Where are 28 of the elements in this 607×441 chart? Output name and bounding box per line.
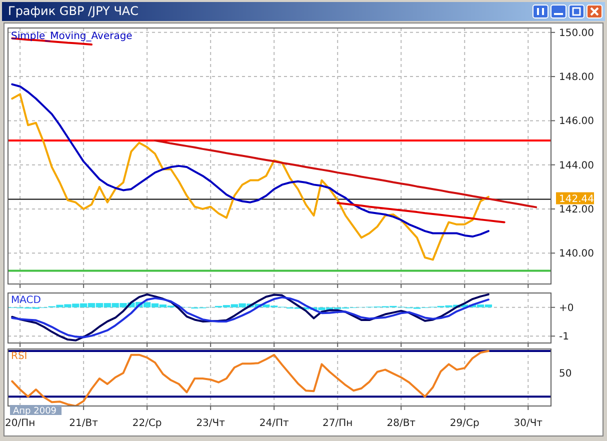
x-tick-label: 28/Вт xyxy=(386,418,416,429)
line-series xyxy=(336,202,506,224)
y-tick-label: 140.00 xyxy=(559,248,594,260)
ref-line-label: 142.44 xyxy=(559,194,594,205)
x-tick-label: 22/Ср xyxy=(132,418,162,429)
x-tick-label: 30/Чт xyxy=(514,418,543,429)
x-tick-label: 27/Пн xyxy=(322,418,353,429)
x-tick-label: 21/Вт xyxy=(69,418,98,429)
y-tick-label: 148.00 xyxy=(559,72,594,84)
text: 50 xyxy=(559,368,572,380)
x-tick-label: 20/Пн xyxy=(4,418,36,429)
text: Апр 2009 xyxy=(13,406,57,416)
line-series xyxy=(11,83,490,238)
chart-title: RSI xyxy=(11,351,28,362)
chart-title: MACD xyxy=(11,295,42,306)
x-tick-label: 23/Чт xyxy=(196,418,226,429)
y-tick-label: -1 xyxy=(559,332,569,343)
x-tick-label: 29/Ср xyxy=(450,418,480,429)
line-series xyxy=(11,93,490,261)
y-tick-label: 144.00 xyxy=(559,160,594,172)
y-tick-label: 146.00 xyxy=(559,116,594,128)
chart-title: График GBP /JPY ЧАС xyxy=(8,4,139,18)
x-tick-label: 24/Пт xyxy=(259,418,289,429)
y-tick-label: 142.00 xyxy=(559,204,594,216)
line-series xyxy=(154,140,538,208)
y-tick-label: +0 xyxy=(559,302,574,314)
y-tick-label: 150.00 xyxy=(559,28,594,39)
text: Simple_Moving_Average xyxy=(11,31,132,42)
